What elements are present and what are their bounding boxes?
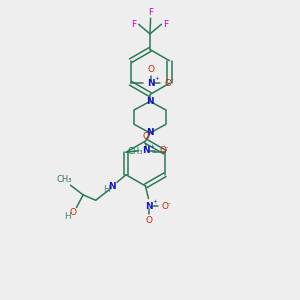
Text: +: + bbox=[154, 76, 159, 81]
Text: -: - bbox=[168, 200, 170, 206]
Text: H: H bbox=[64, 212, 71, 221]
Text: O: O bbox=[164, 79, 171, 88]
Text: CH₃: CH₃ bbox=[128, 147, 143, 156]
Text: O: O bbox=[142, 132, 150, 141]
Text: N: N bbox=[146, 128, 154, 137]
Text: N: N bbox=[145, 202, 153, 211]
Text: CH₃: CH₃ bbox=[56, 175, 72, 184]
Text: O: O bbox=[146, 216, 153, 225]
Text: F: F bbox=[148, 8, 153, 17]
Text: O: O bbox=[160, 146, 167, 155]
Text: -: - bbox=[170, 76, 173, 82]
Text: -: - bbox=[166, 144, 168, 150]
Text: O: O bbox=[161, 202, 169, 211]
Text: O: O bbox=[69, 208, 76, 217]
Text: O: O bbox=[147, 64, 154, 74]
Text: N: N bbox=[147, 79, 154, 88]
Text: N: N bbox=[142, 146, 150, 155]
Text: H: H bbox=[103, 185, 110, 194]
Text: +: + bbox=[150, 144, 154, 149]
Text: F: F bbox=[131, 20, 137, 29]
Text: N: N bbox=[146, 97, 154, 106]
Text: F: F bbox=[163, 20, 169, 29]
Text: N: N bbox=[108, 182, 116, 191]
Text: +: + bbox=[153, 200, 158, 204]
